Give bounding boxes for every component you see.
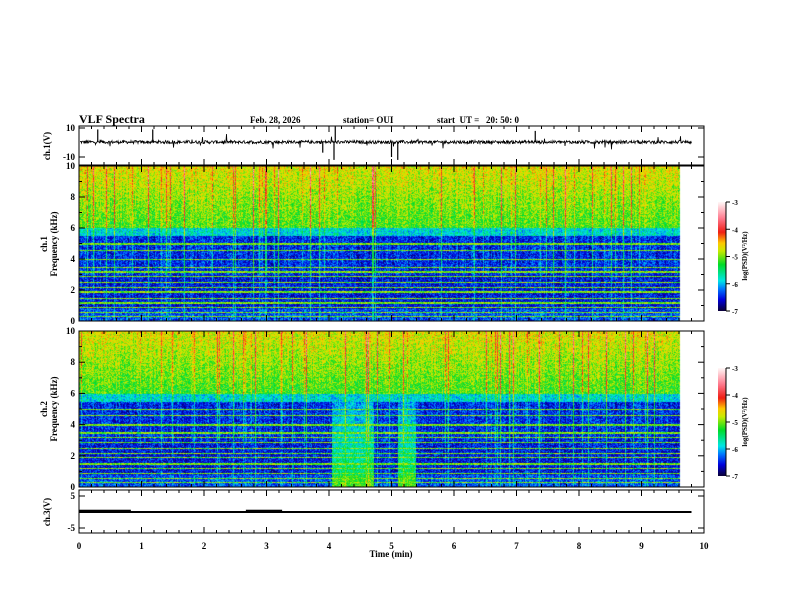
colorbar-tick-label: -4	[732, 226, 738, 234]
ch1-ylabel: ch.1(V)	[42, 132, 52, 160]
x-tick-label: 0	[77, 541, 82, 551]
ch3-ytick-label: 5	[71, 491, 76, 501]
ch1-spectrogram	[79, 166, 692, 321]
colorbar-tick-label: -6	[732, 281, 738, 289]
spec1-frame	[78, 165, 705, 322]
ch3-ylabel: ch.3(V)	[42, 498, 52, 526]
spec2-ytick-label: 2	[71, 451, 76, 461]
spec2-ytick-label: 8	[71, 357, 76, 367]
colorbar-2-label: log(PSD)(V²/Hz)	[741, 397, 749, 447]
x-tick-label: 9	[639, 541, 644, 551]
figure-title: VLF Spectra	[79, 112, 145, 126]
x-tick-label: 8	[577, 541, 582, 551]
spec2-ylabel-channel: ch.2	[39, 401, 49, 417]
colorbar-1	[718, 202, 726, 311]
spec1-ytick-label: 10	[66, 161, 76, 171]
x-tick-label: 7	[514, 541, 519, 551]
header-start-time: start UT = 20: 50: 0	[437, 115, 519, 125]
colorbar-tick-label: -3	[732, 199, 738, 207]
header-station: station= OUI	[343, 115, 394, 125]
spec1-ylabel-frequency: Frequency (kHz)	[49, 211, 59, 276]
spec1-ytick-label: 8	[71, 192, 76, 202]
colorbar-tick-label: -7	[732, 308, 738, 316]
ch3-ytick-label: -5	[68, 523, 76, 533]
x-tick-label: 5	[389, 541, 394, 551]
x-tick-label: 6	[452, 541, 457, 551]
ch3-high-segment	[245, 509, 283, 513]
colorbar-2	[718, 368, 726, 476]
colorbar-tick-label: -3	[732, 365, 738, 373]
header-date: Feb. 28, 2026	[250, 115, 301, 125]
colorbar-tick-label: -5	[732, 419, 738, 427]
x-tick-label: 10	[700, 541, 710, 551]
spec1-ytick-label: 4	[71, 254, 76, 264]
spec2-ytick-label: 0	[71, 482, 76, 492]
x-tick-label: 3	[264, 541, 269, 551]
ch3-high-segment	[79, 509, 131, 513]
x-tick-label: 4	[327, 541, 332, 551]
colorbar-1-label: log(PSD)(V²/Hz)	[741, 231, 749, 281]
x-tick-label: 2	[202, 541, 207, 551]
colorbar-tick-label: -7	[732, 473, 738, 481]
spec2-ytick-label: 4	[71, 420, 76, 430]
spec1-ytick-label: 0	[71, 316, 76, 326]
spec2-ytick-label: 6	[71, 388, 76, 398]
spec1-ytick-label: 6	[71, 223, 76, 233]
ch1-waveform	[80, 133, 692, 150]
spec2-frame	[78, 330, 705, 488]
colorbar-tick-label: -5	[732, 254, 738, 262]
ch2-spectrogram	[79, 331, 692, 487]
spec1-ytick-label: 2	[71, 285, 76, 295]
x-axis-label: Time (min)	[369, 549, 412, 559]
colorbar-tick-label: -6	[732, 446, 738, 454]
x-tick-label: 1	[139, 541, 144, 551]
spec2-ytick-label: 10	[66, 326, 76, 336]
spec2-ylabel-frequency: Frequency (kHz)	[49, 376, 59, 441]
spec1-ylabel-channel: ch.1	[39, 236, 49, 252]
ch1-ytick-label: -10	[63, 152, 75, 162]
ch1-ytick-label: 10	[66, 123, 76, 133]
colorbar-tick-label: -4	[732, 392, 738, 400]
